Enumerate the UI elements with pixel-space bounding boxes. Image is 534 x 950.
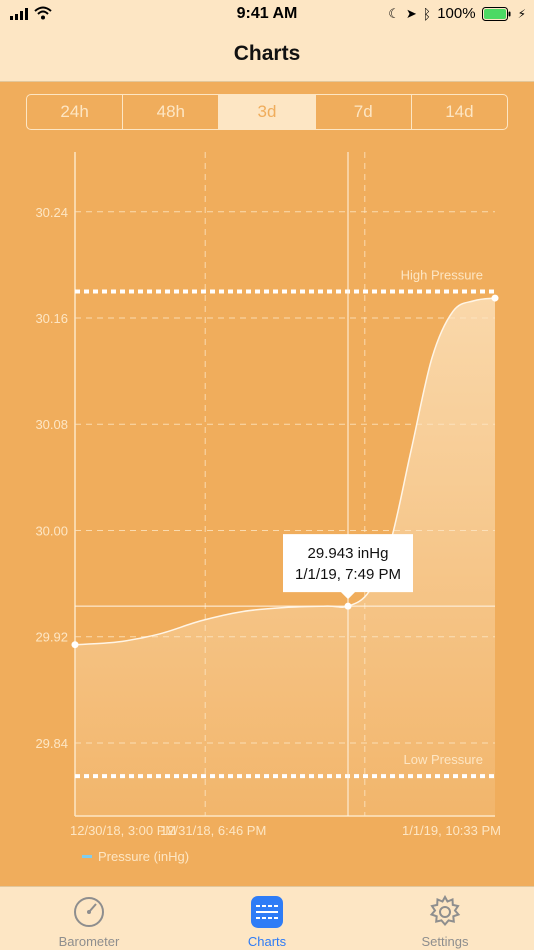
segment-24h[interactable]: 24h xyxy=(27,95,124,129)
wifi-icon xyxy=(34,6,52,20)
y-tick-label: 30.00 xyxy=(35,523,68,538)
tab-settings[interactable]: Settings xyxy=(356,887,534,950)
tab-charts[interactable]: Charts xyxy=(178,887,356,950)
signal-icon xyxy=(10,8,28,20)
y-tick-label: 30.24 xyxy=(35,205,68,220)
tab-bar: Barometer Charts Settings xyxy=(0,886,534,950)
charts-icon xyxy=(251,896,283,928)
tab-barometer-label: Barometer xyxy=(58,934,120,949)
tooltip-bubble xyxy=(283,534,413,600)
tooltip-time: 1/1/19, 7:49 PM xyxy=(295,566,401,583)
y-tick-label: 30.16 xyxy=(35,311,68,326)
nav-bar: Charts xyxy=(0,30,534,82)
y-tick-label: 29.92 xyxy=(35,630,68,645)
x-tick-label: 12/31/18, 6:46 PM xyxy=(160,823,266,838)
segment-48h[interactable]: 48h xyxy=(123,95,220,129)
legend-label: Pressure (inHg) xyxy=(98,849,189,864)
status-time: 9:41 AM xyxy=(236,5,298,22)
legend-swatch xyxy=(82,855,92,858)
pressure-chart[interactable]: High Pressure Low Pressure 30.24 30.16 30.0… xyxy=(0,140,534,880)
segment-3d[interactable]: 3d xyxy=(219,95,316,129)
tab-charts-label: Charts xyxy=(247,934,287,949)
data-point-end xyxy=(491,294,499,302)
data-point-start xyxy=(71,641,79,649)
tab-settings-label: Settings xyxy=(421,934,469,949)
barometer-icon xyxy=(74,897,104,927)
gear-icon xyxy=(429,895,461,927)
location-icon: ➤ xyxy=(405,5,417,21)
time-range-segmented-control: 24h 48h 3d 7d 14d xyxy=(26,94,508,130)
x-tick-label: 1/1/19, 10:33 PM xyxy=(402,823,501,838)
x-tick-label: 12/30/18, 3:00 PM xyxy=(70,823,176,838)
moon-icon: ☾ xyxy=(388,5,400,21)
pressure-area xyxy=(75,298,495,816)
low-pressure-label: Low Pressure xyxy=(404,752,483,767)
y-tick-label: 29.84 xyxy=(35,736,68,751)
segment-14d[interactable]: 14d xyxy=(445,102,474,121)
tooltip-value: 29.943 inHg xyxy=(308,545,389,562)
high-pressure-label: High Pressure xyxy=(401,267,483,282)
battery-icon xyxy=(481,6,511,21)
bluetooth-icon: ᛒ xyxy=(422,5,432,22)
page-title: Charts xyxy=(233,42,301,65)
battery-percent: 100% xyxy=(437,5,476,22)
segment-7d[interactable]: 7d xyxy=(316,95,412,129)
status-bar: 9:41 AM ☾ ➤ ᛒ 100% ⚡ xyxy=(0,0,534,30)
charging-icon: ⚡ xyxy=(517,6,526,21)
y-tick-label: 30.08 xyxy=(35,417,68,432)
tab-barometer[interactable]: Barometer xyxy=(0,887,178,950)
selected-data-point xyxy=(344,602,352,610)
